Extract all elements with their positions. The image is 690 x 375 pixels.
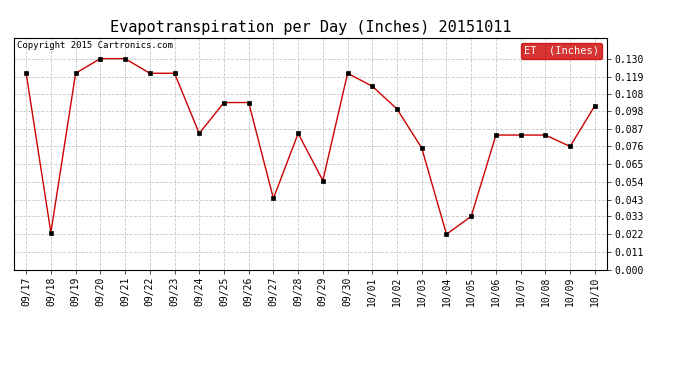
Title: Evapotranspiration per Day (Inches) 20151011: Evapotranspiration per Day (Inches) 2015… [110, 20, 511, 35]
Legend: ET  (Inches): ET (Inches) [521, 43, 602, 59]
Text: Copyright 2015 Cartronics.com: Copyright 2015 Cartronics.com [17, 41, 172, 50]
